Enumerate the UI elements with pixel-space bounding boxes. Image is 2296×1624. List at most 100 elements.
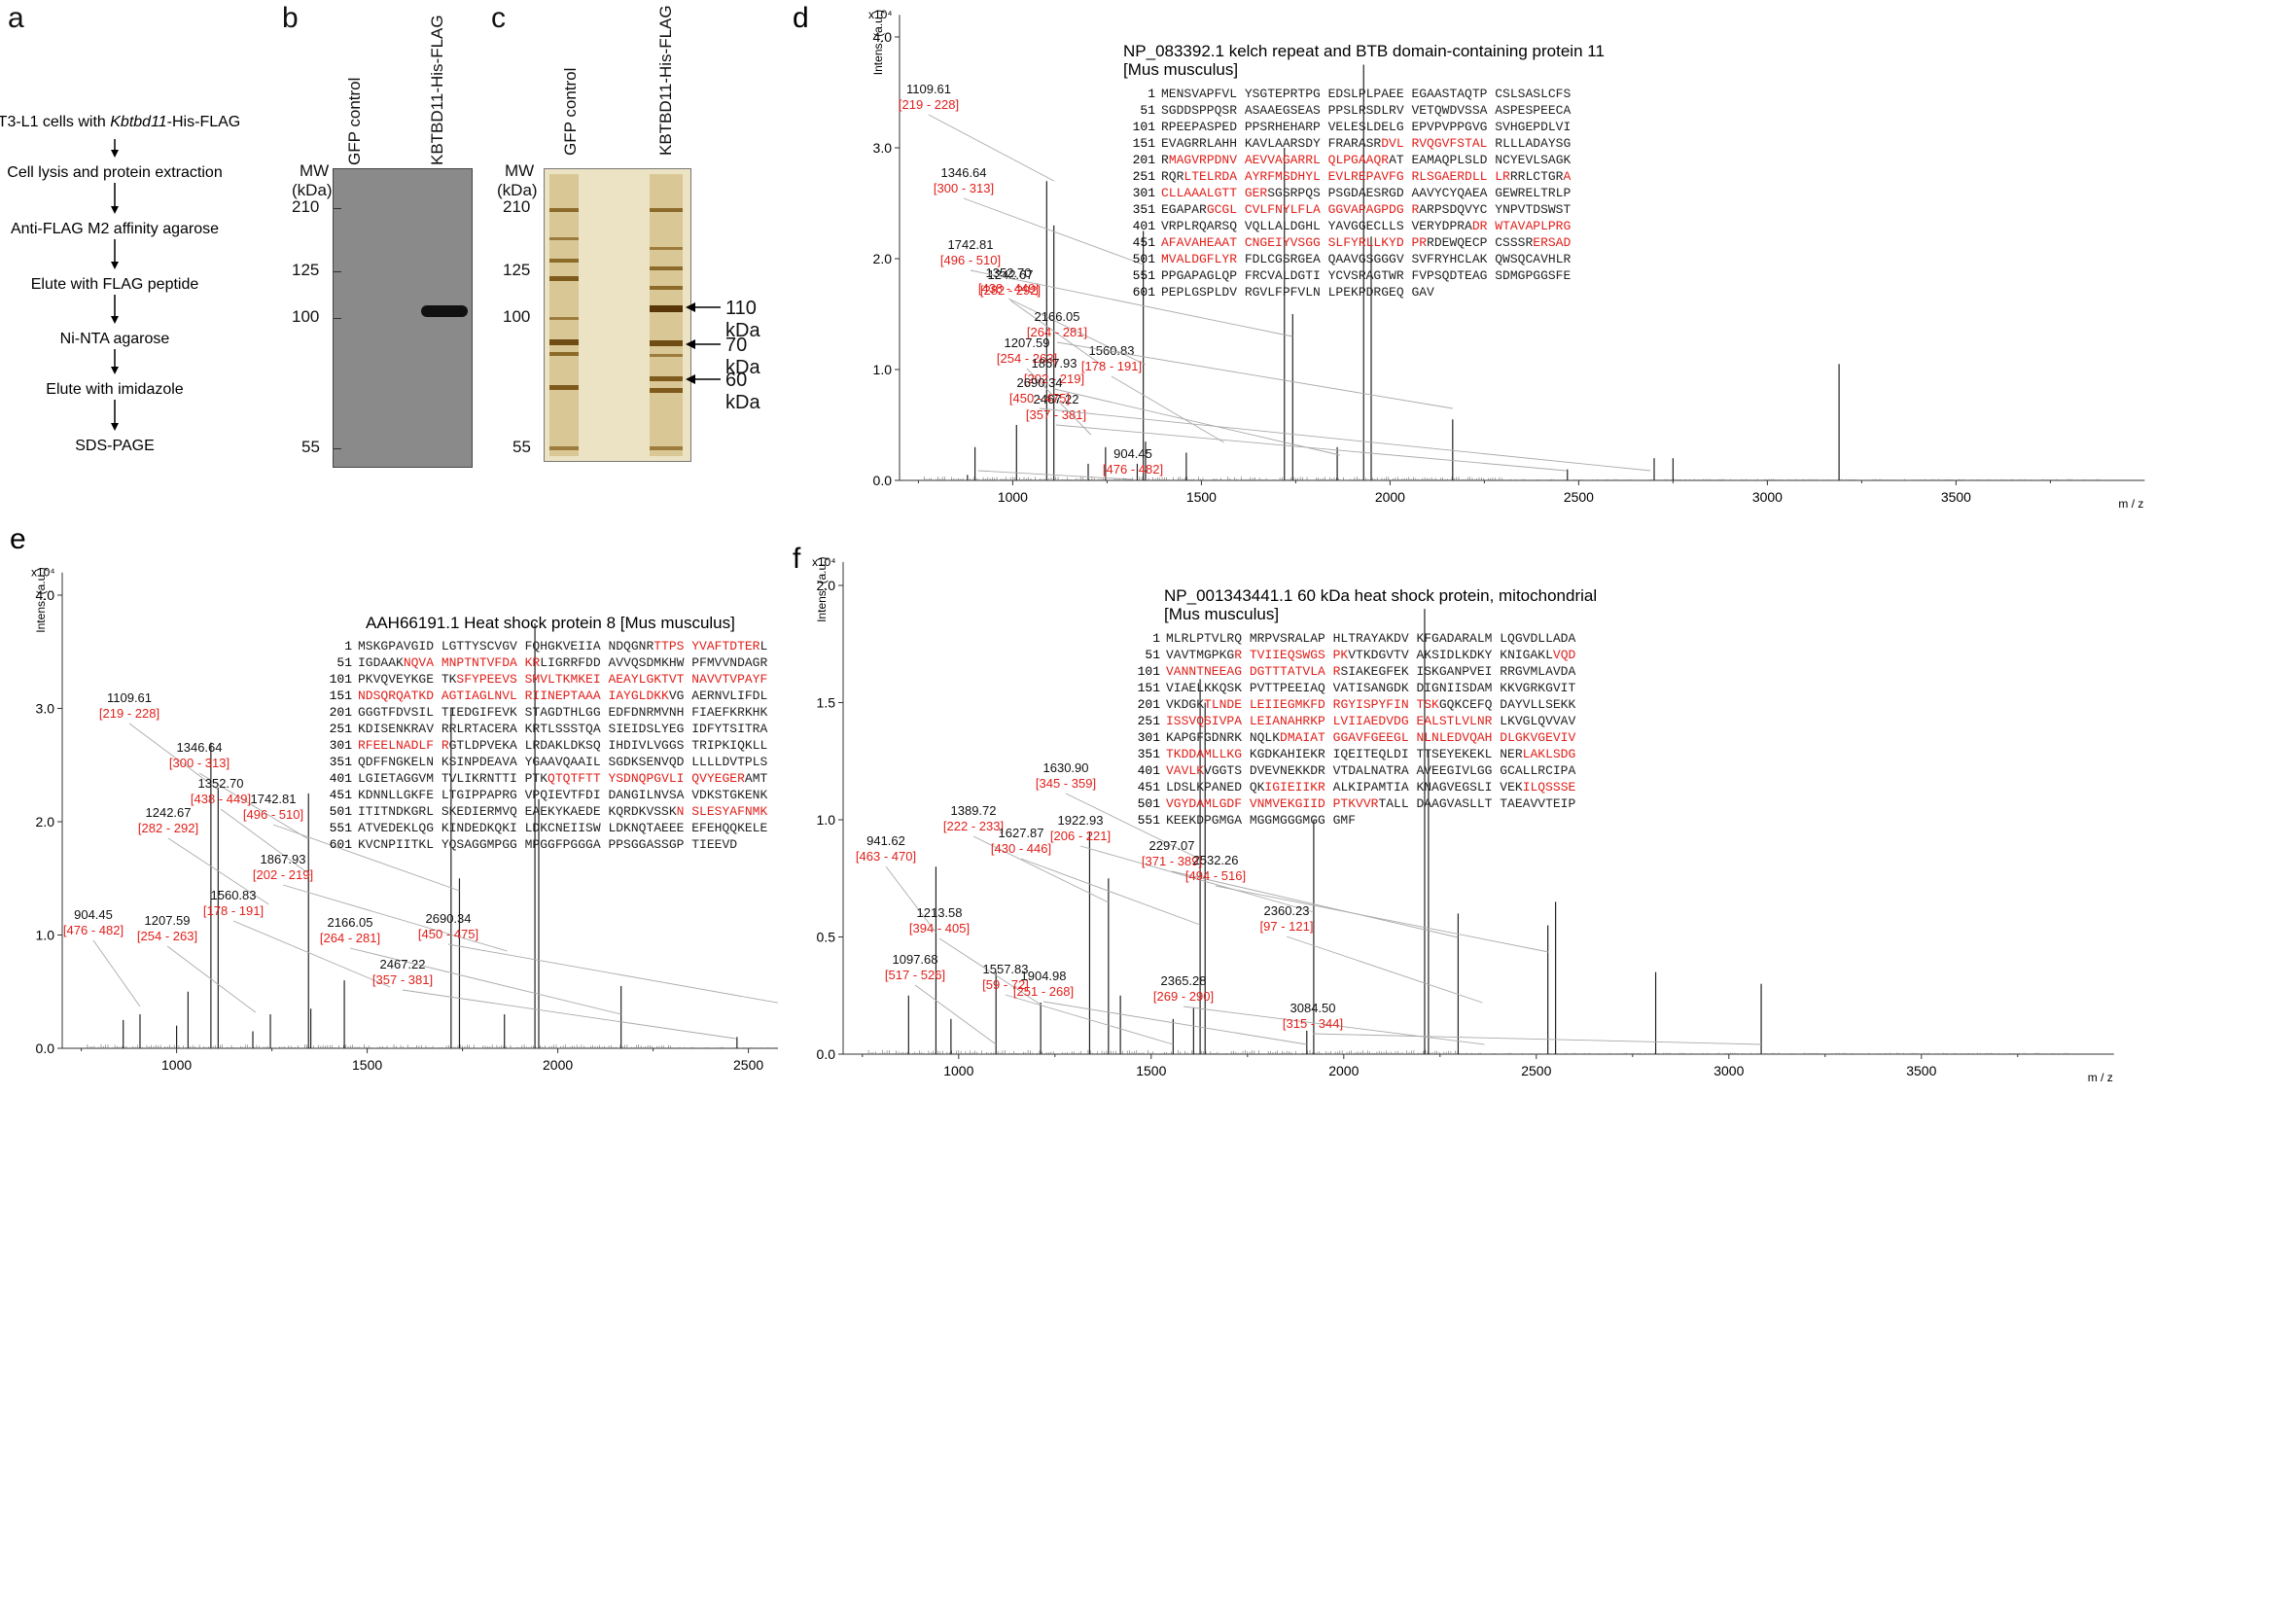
peak-range-label: [178 - 191] bbox=[1081, 359, 1142, 373]
y-tick-label: 3.0 bbox=[873, 140, 893, 156]
sequence-position: 501 bbox=[330, 804, 353, 819]
peak-leader-line bbox=[220, 808, 311, 876]
sequence-line: KEEKDPGMGA MGGMGGGMGG GMF bbox=[1166, 813, 1356, 828]
x-tick-label: 2500 bbox=[733, 1057, 763, 1073]
sequence-segment: GQKCEFQ DAYVLLSEKK bbox=[1439, 697, 1576, 712]
peak-range-label: [219 - 228] bbox=[99, 706, 159, 721]
sequence-line: QDFFNGKELN KSINPDEAVA YGAAVQAAIL SGDKSEN… bbox=[358, 755, 767, 769]
peak-mz-label: 1867.93 bbox=[1032, 356, 1077, 371]
mw-unit-label: (kDa) bbox=[497, 181, 538, 199]
sequence-segment: RLLLADAYSG bbox=[1487, 136, 1571, 151]
sequence-position: 451 bbox=[330, 788, 353, 802]
sequence-position: 351 bbox=[1138, 747, 1161, 761]
sequence-position: 601 bbox=[330, 837, 353, 852]
peak-leader-line bbox=[1215, 885, 1549, 953]
peak-mz-label: 1627.87 bbox=[999, 826, 1044, 840]
matched-peptide: A bbox=[1563, 169, 1571, 184]
peak-range-label: [476 - 482] bbox=[1103, 462, 1163, 477]
matched-peptide: VQD bbox=[1553, 648, 1576, 662]
arrow-label-70kda: 70 kDa bbox=[725, 335, 760, 378]
peak-mz-label: 1109.61 bbox=[107, 690, 152, 705]
workflow-arrow-head bbox=[111, 206, 119, 214]
peak-leader-line bbox=[92, 939, 141, 1007]
sequence-segment: VG AERNVLIFDL bbox=[669, 688, 767, 703]
sequence-line: AFAVAHEAAT CNGEIYVSGG SLFYRLLKYD PRRDEWQ… bbox=[1161, 235, 1571, 250]
panel-d: d x10⁴ Intens. (a.u.) 0.0 1.0 2.0 3.0 4.0 1000 15… bbox=[783, 0, 2296, 515]
sequence-segment: MLRLPTVLRQ MRPVSRALAP HLTRAYAKDV KFGADAR… bbox=[1166, 631, 1575, 646]
peak-annotation: 2365.28[269 - 290] bbox=[1153, 973, 1485, 1045]
peak-annotation: 1867.93[202 - 219] bbox=[253, 852, 508, 952]
peak-annotation: 2166.05[264 - 281] bbox=[320, 915, 621, 1015]
peak-mz-label: 2690.34 bbox=[1017, 375, 1063, 390]
peak-annotation: 1346.64[300 - 313] bbox=[169, 740, 309, 840]
peak-range-label: [202 - 219] bbox=[1024, 371, 1084, 386]
workflow-arrow-head bbox=[111, 262, 119, 269]
marker-55: 55 bbox=[512, 438, 531, 456]
x-tick-label: 1000 bbox=[161, 1057, 192, 1073]
peak-range-label: [315 - 344] bbox=[1283, 1016, 1343, 1031]
peak-mz-label: 1630.90 bbox=[1043, 760, 1089, 775]
peak-leader-line bbox=[1042, 1001, 1307, 1045]
sequence-line: PPGAPAGLQP FRCVALDGTI YCVSRAGTWR FVPSQDT… bbox=[1161, 268, 1571, 283]
x-tick-label: 3500 bbox=[1906, 1063, 1936, 1078]
matched-peptide: QTQTFTT YSDNQPGVLI QVYEGER bbox=[548, 771, 745, 786]
sequence-segment: ITITNDKGRL SKEDIERMVQ EAEKYKAEDE KQRDKVS… bbox=[358, 804, 677, 819]
protein-title: NP_083392.1 kelch repeat and BTB domain-… bbox=[1123, 42, 1605, 60]
peak-mz-label: 2690.34 bbox=[426, 911, 472, 926]
peak-annotation: 1742.81[496 - 510] bbox=[243, 792, 460, 892]
sequence-line: PEPLGSPLDV RGVLFPFVLN LPEKPDRGEQ GAV bbox=[1161, 285, 1434, 300]
matched-peptide: R TVIIEQSWGS PK bbox=[1234, 648, 1348, 662]
sequence-position: 351 bbox=[1133, 202, 1156, 217]
peak-annotation: 904.45[476 - 482] bbox=[63, 907, 141, 1007]
workflow-svg: 3T3-L1 cells with Kbtbd11-His-FLAG Cell l… bbox=[0, 114, 240, 454]
peak-leader-line bbox=[1056, 341, 1453, 409]
peak-leader-line bbox=[1286, 936, 1483, 1004]
sequence-position: 401 bbox=[1138, 763, 1161, 778]
peak-leader-line bbox=[282, 884, 508, 952]
sequence-segment: L NER bbox=[1485, 747, 1523, 761]
sequence-position: 1 bbox=[344, 639, 352, 653]
marker-210: 210 bbox=[292, 197, 320, 216]
sequence-position: 201 bbox=[330, 705, 353, 720]
peak-mz-label: 3084.50 bbox=[1290, 1001, 1336, 1015]
sequence-segment: VAVTMGPKG bbox=[1166, 648, 1234, 662]
x-axis-label: m / z bbox=[2118, 497, 2143, 511]
y-scale-label: x10⁴ bbox=[31, 566, 55, 580]
sequence-segment: LIGRRFDD AVVQSDMKHW PFMVVNDAGR bbox=[540, 655, 767, 670]
marker-210: 210 bbox=[503, 197, 531, 216]
peak-mz-label: 2532.26 bbox=[1193, 853, 1239, 867]
peak-leader-line bbox=[885, 865, 936, 934]
sequence-segment: RDEWQECP CSSSR bbox=[1427, 235, 1533, 250]
panel-a: a 3T3-L1 cells with Kbtbd11-His-FLAG Cell… bbox=[0, 0, 350, 467]
panel-letter-d: d bbox=[793, 2, 809, 34]
x-axis-label: m / z bbox=[2088, 1071, 2113, 1084]
sequence-position: 201 bbox=[1138, 697, 1161, 712]
peak-mz-label: 1207.59 bbox=[1005, 335, 1050, 350]
sequence-segment: RRLCTGR bbox=[1510, 169, 1564, 184]
matched-peptide: AFAVAHEAAT CNGEIYVSGG SLFYRLLKYD PR bbox=[1161, 235, 1427, 250]
peak-range-label: [517 - 526] bbox=[885, 968, 945, 982]
workflow-step-6: SDS-PAGE bbox=[75, 438, 155, 454]
sequence-line: MSKGPAVGID LGTTYSCVGV FQHGKVEIIA NDQGNRT… bbox=[358, 639, 767, 653]
sequence-line: KDISENKRAV RRLRTACERA KRTLSSSTQA SIEIDSL… bbox=[358, 722, 767, 736]
matched-peptide: CLLAAALGTT GER bbox=[1161, 186, 1267, 200]
sequence-position: 401 bbox=[1133, 219, 1156, 233]
peak-range-label: [496 - 510] bbox=[243, 807, 303, 822]
peak-mz-label: 941.62 bbox=[866, 833, 905, 848]
matched-peptide: GCGL CVLFNYLFLA GGVAPAGPDG R bbox=[1207, 202, 1420, 217]
y-scale-label: x10⁴ bbox=[812, 555, 836, 569]
sequence-line: GGGTFDVSIL TIEDGIFEVK STAGDTHLGG EDFDNRM… bbox=[358, 705, 767, 720]
peak-range-label: [251 - 268] bbox=[1013, 984, 1074, 999]
peak-mz-label: 1922.93 bbox=[1058, 813, 1104, 828]
y-scale-label: x10⁴ bbox=[868, 8, 893, 21]
peak-mz-label: 1389.72 bbox=[951, 803, 997, 818]
peak-mz-label: 1742.81 bbox=[948, 237, 994, 252]
workflow-arrow-head bbox=[111, 423, 119, 431]
peak-annotation: 2297.07[371 - 389] bbox=[1142, 838, 1459, 938]
sequence-segment: R bbox=[1161, 153, 1169, 167]
sequence-position: 151 bbox=[1138, 681, 1161, 695]
peak-range-label: [300 - 313] bbox=[169, 756, 230, 770]
sequence-segment: PPGAPAGLQP FRCVALDGTI YCVSRAGTWR FVPSQDT… bbox=[1161, 268, 1571, 283]
peak-leader-line bbox=[1171, 870, 1459, 938]
peak-annotation: 2690.34[450 - 475] bbox=[1009, 375, 1651, 472]
